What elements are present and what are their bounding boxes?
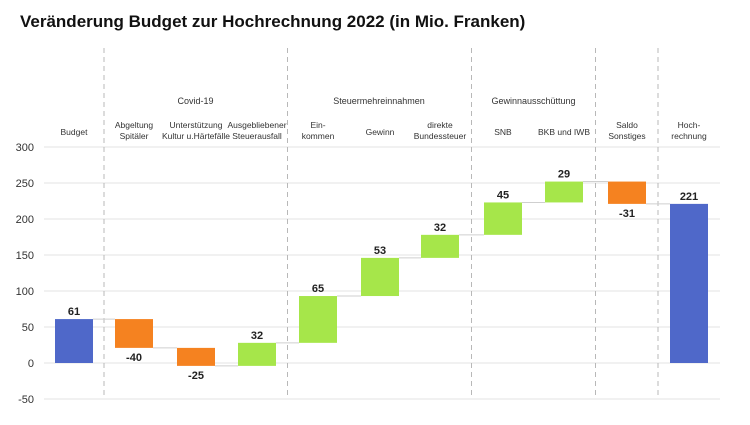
waterfall-bar — [177, 347, 215, 366]
waterfall-bar — [361, 257, 399, 297]
y-tick-label: 50 — [22, 322, 34, 334]
labels: -50 0 50 100 150 200 250 300 Covid-19 Steuermehre… — [16, 96, 707, 406]
x-category-label: rechnung — [671, 131, 707, 141]
y-tick-label: 200 — [16, 214, 34, 226]
waterfall-bar — [608, 181, 646, 204]
y-tick-label: 300 — [16, 142, 34, 154]
waterfall-bar — [299, 296, 337, 343]
waterfall-bar — [55, 319, 93, 363]
x-category-label: Sonstiges — [608, 131, 645, 141]
data-label: -40 — [126, 352, 142, 364]
data-label: -31 — [619, 208, 635, 220]
waterfall-bar — [670, 203, 708, 363]
data-label: -25 — [188, 370, 204, 382]
chart-title: Veränderung Budget zur Hochrechnung 2022… — [20, 12, 526, 31]
data-label: 45 — [497, 189, 509, 201]
x-category-label: Bundessteuer — [414, 131, 467, 141]
data-label: 65 — [312, 283, 324, 295]
data-label: 61 — [68, 306, 80, 318]
group-label: Gewinnausschüttung — [491, 96, 575, 106]
waterfall-bar — [545, 181, 583, 203]
y-tick-label: -50 — [18, 394, 34, 406]
data-label: 53 — [374, 245, 386, 257]
x-category-label: Gewinn — [366, 127, 395, 137]
x-category-label: Ausgebliebener — [227, 120, 286, 130]
x-category-label: Kultur u.Härtefälle — [162, 131, 230, 141]
x-category-label: Spitäler — [120, 131, 149, 141]
waterfall-bar — [484, 202, 522, 235]
waterfall-bar — [238, 342, 276, 366]
bars — [55, 181, 708, 366]
group-separators — [103, 48, 659, 399]
y-tick-label: 0 — [28, 358, 34, 370]
waterfall-bar — [421, 234, 459, 258]
x-category-label: direkte — [427, 120, 453, 130]
x-category-label: Abgeltung — [115, 120, 154, 130]
x-category-label: kommen — [302, 131, 335, 141]
x-category-label: SNB — [494, 127, 512, 137]
y-tick-label: 250 — [16, 178, 34, 190]
x-category-label: Hoch- — [678, 120, 701, 130]
x-category-label: Budget — [61, 127, 89, 137]
data-label: 32 — [251, 330, 263, 342]
x-category-label: BKB und IWB — [538, 127, 590, 137]
connectors — [93, 181, 670, 367]
data-label: 32 — [434, 222, 446, 234]
group-label: Covid-19 — [177, 96, 213, 106]
waterfall-bar — [115, 319, 153, 348]
y-tick-label: 100 — [16, 286, 34, 298]
x-category-label: Saldo — [616, 120, 638, 130]
x-category-label: Unterstützung — [170, 120, 223, 130]
data-label: 29 — [558, 169, 570, 181]
x-category-label: Steuerausfall — [232, 131, 282, 141]
group-label: Steuermehreinnahmen — [333, 96, 425, 106]
data-label: 221 — [680, 191, 698, 203]
y-tick-label: 150 — [16, 250, 34, 262]
x-category-label: Ein- — [310, 120, 325, 130]
